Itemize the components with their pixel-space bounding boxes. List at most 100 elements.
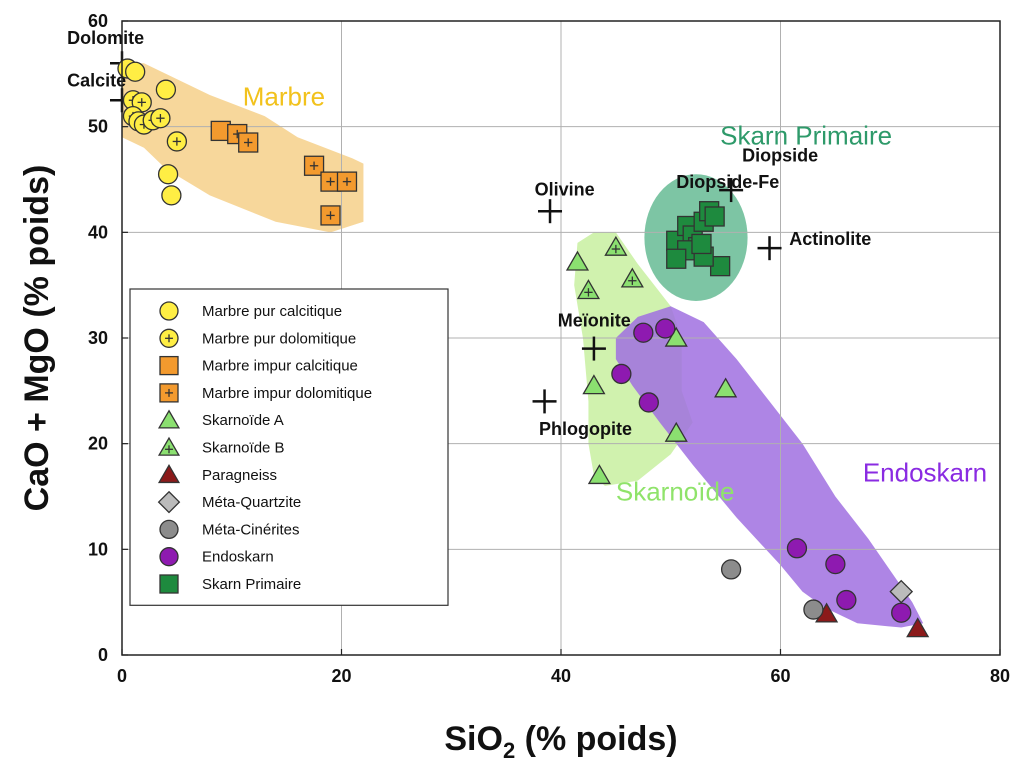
legend-marker-marbre-pur-calcitique-shape [159, 301, 179, 321]
point-endoskarn-shape [836, 589, 857, 611]
point-skarn-primaire-shape [666, 248, 687, 269]
point-meta-cinerites [803, 599, 824, 620]
point-marbre-pur-dolomitique [150, 108, 171, 129]
point-skarnoide-b [576, 279, 601, 300]
point-skarn-primaire-shape [691, 233, 712, 255]
legend-marker-skarn-primaire [159, 574, 179, 594]
field-labels: Marbre Skarnoïde Endoskarn Skarn Primaire [243, 82, 987, 507]
legend-marker-skarnoide-a-shape [157, 409, 181, 429]
field-label-skarn-primaire: Skarn Primaire [720, 121, 892, 151]
point-marbre-pur-dolomitique [166, 131, 188, 152]
x-tick-label: 40 [551, 666, 571, 686]
mineral-label-calcite: Calcite [67, 71, 126, 91]
point-endoskarn-shape [786, 538, 808, 559]
point-skarnoide-a [714, 377, 738, 398]
point-skarnoide-a [664, 421, 688, 442]
legend-marker-paragneiss-shape [157, 464, 181, 484]
field-label-endoskarn: Endoskarn [863, 458, 987, 488]
mineral-marker-meionite [581, 336, 606, 361]
reference-minerals: Dolomite Calcite Olivine Diopside-Fe Diopsid… [67, 28, 871, 439]
x-tick-label: 60 [770, 666, 790, 686]
point-skarnoide-a [587, 464, 611, 485]
legend-marker-skarnoide-a [157, 409, 181, 429]
legend-marker-skarn-primaire-shape [159, 574, 179, 594]
legend-label-marbre-impur-calcitique: Marbre impur calcitique [202, 358, 358, 375]
field-endoskarn [615, 306, 924, 628]
y-tick-label: 50 [88, 117, 108, 137]
point-skarnoide-a [664, 326, 688, 347]
mineral-label-olivine: Olivine [535, 179, 595, 199]
point-meta-cinerites [720, 559, 742, 580]
legend-marker-endoskarn-shape [159, 547, 179, 567]
legend-marker-marbre-impur-dolomitique [159, 383, 179, 403]
point-paragneiss-shape [906, 617, 930, 638]
y-axis-title: CaO + MgO (% poids) [18, 165, 56, 512]
point-marbre-impur-dolomitique [303, 155, 325, 176]
legend-marker-skarnoide-b [157, 436, 181, 456]
legend: Marbre pur calcitique Marbre pur dolomiti… [129, 288, 449, 606]
mineral-label-actinolite: Actinolite [789, 229, 871, 249]
point-marbre-pur-calcitique [161, 185, 182, 206]
mineral-marker-phlogopite [532, 389, 557, 414]
legend-marker-marbre-pur-calcitique [159, 301, 179, 321]
x-axis-title-suffix: (% poids) [515, 720, 677, 758]
legend-label-marbre-pur-calcitique: Marbre pur calcitique [202, 303, 342, 320]
legend-marker-meta-cinerites-shape [159, 519, 179, 540]
point-endoskarn-shape [825, 553, 846, 575]
mineral-marker-actinolite [757, 236, 782, 261]
legend-marker-endoskarn [159, 547, 179, 567]
point-endoskarn [638, 392, 659, 413]
point-marbre-impur-dolomitique [336, 171, 358, 192]
x-tick-label: 20 [331, 666, 351, 686]
y-tick-label: 30 [88, 328, 108, 348]
point-skarnoide-a-shape [714, 377, 738, 398]
point-skarnoide-a-shape [664, 326, 688, 347]
legend-marker-marbre-pur-dolomitique [159, 328, 179, 348]
point-marbre-pur-calcitique-shape [161, 185, 182, 206]
point-skarnoide-a-shape [582, 374, 606, 395]
point-marbre-pur-calcitique-shape [155, 79, 177, 100]
y-tick-label: 0 [98, 645, 108, 665]
point-skarn-primaire [691, 233, 712, 255]
point-marbre-impur-dolomitique [238, 132, 259, 153]
mineral-marker-olivine [538, 199, 563, 224]
legend-label-marbre-impur-dolomitique: Marbre impur dolomitique [202, 385, 372, 402]
point-marbre-pur-calcitique-shape [125, 61, 146, 82]
legend-marker-meta-cinerites [159, 519, 179, 540]
point-skarnoide-a [565, 250, 590, 271]
point-meta-cinerites-shape [720, 559, 742, 580]
mineral-label-dolomite: Dolomite [67, 28, 144, 48]
y-tick-label: 60 [88, 11, 108, 31]
mineral-label-meionite: Meïonite [558, 310, 631, 330]
point-endoskarn [611, 363, 632, 385]
legend-label-skarnoide-b: Skarnoïde B [202, 440, 285, 457]
mineral-label-diopside-fe: Diopside-Fe [676, 172, 779, 192]
point-endoskarn-shape [655, 318, 676, 339]
legend-marker-paragneiss [157, 464, 181, 484]
legend-marker-marbre-impur-calcitique [159, 355, 179, 376]
y-tick-label: 10 [88, 539, 108, 559]
field-label-skarnoide: Skarnoïde [616, 477, 735, 507]
point-skarnoide-a-shape [664, 421, 688, 442]
point-meta-quartzite-shape [889, 579, 914, 604]
point-skarnoide-a [582, 374, 606, 395]
x-tick-label: 80 [990, 666, 1010, 686]
legend-marker-meta-quartzite [157, 490, 181, 514]
legend-label-meta-cinerites: Méta-Cinérites [202, 521, 300, 538]
point-endoskarn [891, 602, 912, 623]
point-endoskarn-shape [611, 363, 632, 385]
point-marbre-pur-calcitique [157, 164, 179, 185]
point-skarn-primaire-shape [704, 206, 725, 227]
legend-marker-meta-quartzite-shape [157, 490, 181, 514]
x-axis-title-main: SiO [444, 720, 503, 758]
point-skarn-primaire [666, 248, 687, 269]
legend-marker-marbre-impur-calcitique-shape [159, 355, 179, 376]
point-endoskarn [655, 318, 676, 339]
x-axis-title-subscript: 2 [503, 738, 515, 763]
data-points [117, 58, 930, 638]
point-endoskarn-shape [638, 392, 659, 413]
legend-label-meta-quartzite: Méta-Quartzite [202, 494, 301, 511]
legend-box [129, 288, 449, 606]
point-marbre-impur-dolomitique [320, 205, 341, 226]
point-marbre-pur-calcitique-shape [157, 164, 179, 185]
